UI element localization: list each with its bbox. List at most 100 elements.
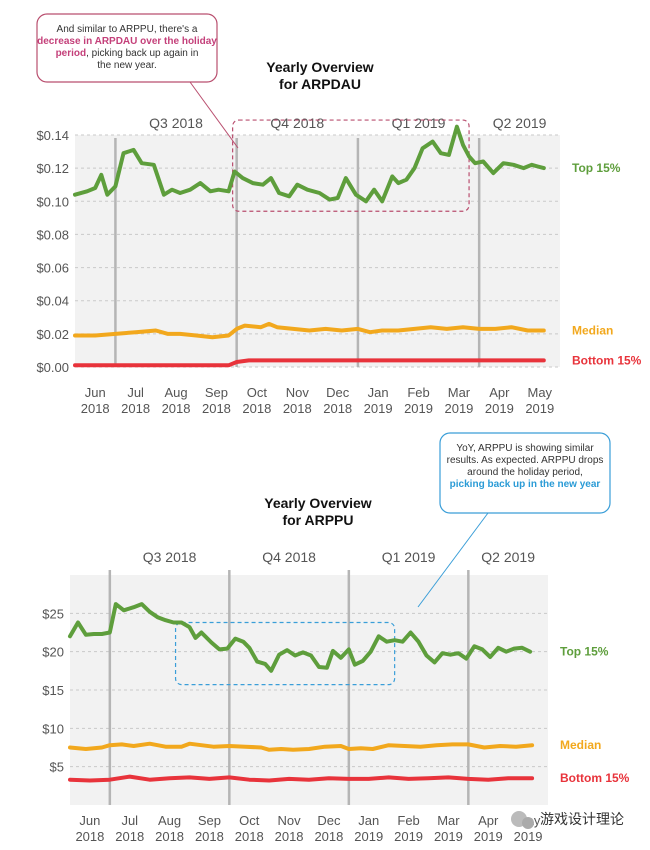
chart-title: for ARPDAU — [279, 76, 361, 92]
x-tick-year: 2018 — [323, 401, 352, 416]
x-tick-month: Nov — [278, 813, 302, 828]
annotation-word: again — [161, 48, 188, 59]
annotation-pointer — [417, 512, 489, 608]
legend-label: Median — [560, 738, 601, 752]
series-line-top-15- — [68, 602, 533, 673]
annotation-text-line: around the holiday period, — [467, 467, 583, 478]
annotation-word: period, — [549, 467, 582, 478]
x-tick-year: 2018 — [115, 829, 144, 844]
x-tick-month: Jun — [85, 385, 106, 400]
plot-background — [70, 575, 548, 805]
x-tick-year: 2018 — [195, 829, 224, 844]
annotation-word: results. — [447, 455, 479, 466]
y-tick-label: $0.12 — [36, 161, 69, 176]
y-tick-label: $10 — [42, 721, 64, 736]
annotation-highlight-word: in — [81, 36, 93, 47]
x-tick-month: Nov — [286, 385, 310, 400]
legend-label: Median — [572, 324, 613, 338]
y-tick-label: $0.00 — [36, 360, 69, 375]
annotation-word: back — [123, 48, 148, 59]
chart-title: for ARPPU — [282, 512, 353, 528]
annotation-word: And — [57, 24, 75, 35]
annotation-word: expected. — [493, 455, 539, 466]
legend-label: Bottom 15% — [572, 353, 642, 367]
series-line-median — [73, 321, 546, 340]
x-tick-year: 2018 — [242, 401, 271, 416]
quarter-label: Q4 2018 — [262, 549, 316, 565]
y-tick-label: $0.04 — [36, 294, 69, 309]
quarter-label: Q3 2018 — [143, 549, 197, 565]
annotation-word: similar — [74, 24, 106, 35]
x-tick-month: Aug — [164, 385, 187, 400]
series-line-bottom-15- — [68, 774, 535, 783]
x-tick-month: Oct — [239, 813, 260, 828]
watermark-text: 游戏设计理论 — [540, 811, 624, 827]
annotation-highlight-word: the — [161, 36, 179, 47]
x-tick-year: 2019 — [525, 401, 554, 416]
series-line-top-15- — [73, 124, 546, 204]
x-tick-month: Jul — [127, 385, 144, 400]
annotation-highlight-word: decrease — [37, 36, 81, 47]
quarter-label: Q1 2019 — [392, 115, 446, 131]
highlight-box — [232, 119, 470, 212]
x-tick-year: 2019 — [404, 401, 433, 416]
x-tick-year: 2018 — [81, 401, 110, 416]
annotation-pointer — [189, 81, 239, 149]
x-tick-year: 2019 — [485, 401, 514, 416]
annotation-word: ARPPU — [476, 443, 513, 454]
quarter-label: Q3 2018 — [149, 115, 203, 131]
annotation-text-line: And similar to ARPPU, there's a — [57, 24, 198, 35]
x-tick-month: May — [528, 385, 553, 400]
annotation-highlight-word: the — [537, 479, 555, 490]
x-tick-month: Dec — [326, 385, 350, 400]
x-tick-year: 2019 — [514, 829, 543, 844]
annotation-box — [439, 432, 611, 514]
x-tick-year: 2018 — [75, 829, 104, 844]
y-tick-label: $0.02 — [36, 327, 69, 342]
x-tick-month: Dec — [317, 813, 341, 828]
x-tick-year: 2019 — [444, 401, 473, 416]
x-tick-month: Jun — [79, 813, 100, 828]
annotation-word: YoY, — [456, 443, 475, 454]
x-tick-year: 2019 — [354, 829, 383, 844]
series-line-bottom-15- — [73, 358, 546, 368]
annotation-word: drops — [576, 455, 604, 466]
legend-label: Bottom 15% — [560, 771, 630, 785]
annotation-word: to — [106, 24, 118, 35]
x-tick-year: 2019 — [394, 829, 423, 844]
annotation-text-line: results. As expected. ARPPU drops — [447, 455, 604, 466]
annotation-highlight-word: period — [56, 48, 87, 59]
x-tick-month: Jan — [358, 813, 379, 828]
quarter-label: Q1 2019 — [382, 549, 436, 565]
x-tick-month: Jan — [368, 385, 389, 400]
legend-label: Top 15% — [572, 161, 621, 175]
annotation-word: new — [111, 60, 133, 71]
x-tick-month: Mar — [437, 813, 460, 828]
annotation-text-line: decrease in ARPDAU over the holiday — [37, 36, 217, 47]
quarter-label: Q4 2018 — [270, 115, 324, 131]
x-tick-year: 2018 — [155, 829, 184, 844]
y-tick-label: $0.14 — [36, 128, 69, 143]
annotation-word: As — [479, 455, 493, 466]
annotation-word: ARPPU — [539, 455, 576, 466]
x-tick-year: 2018 — [202, 401, 231, 416]
annotation-word: in — [188, 48, 199, 59]
annotation-highlight-word: year — [577, 479, 600, 490]
y-tick-label: $20 — [42, 645, 64, 660]
x-tick-month: Apr — [489, 385, 510, 400]
annotation-text-line: period, picking back up again in — [56, 48, 199, 59]
x-tick-month: Sep — [205, 385, 228, 400]
arppu-chart: $5 $10 $15 $20 $25 Q3 2018 Q4 2018 Q1 2019 Q2 20… — [42, 432, 630, 844]
annotation-word: there's — [157, 24, 189, 35]
annotation-text-line: YoY, ARPPU is showing similar — [456, 443, 594, 454]
x-tick-month: Oct — [247, 385, 268, 400]
annotation-highlight-word: new — [555, 479, 577, 490]
annotation-highlight-word: holiday — [179, 36, 217, 47]
annotation-highlight-word: back — [485, 479, 511, 490]
annotation-punctuation: , — [86, 48, 89, 59]
annotation-text-line: picking back up in the new year — [450, 479, 601, 490]
annotation-text-line: the new year. — [97, 60, 157, 71]
x-tick-month: Jul — [121, 813, 138, 828]
x-tick-year: 2018 — [283, 401, 312, 416]
watermark: 游戏设计理论 — [511, 811, 624, 829]
